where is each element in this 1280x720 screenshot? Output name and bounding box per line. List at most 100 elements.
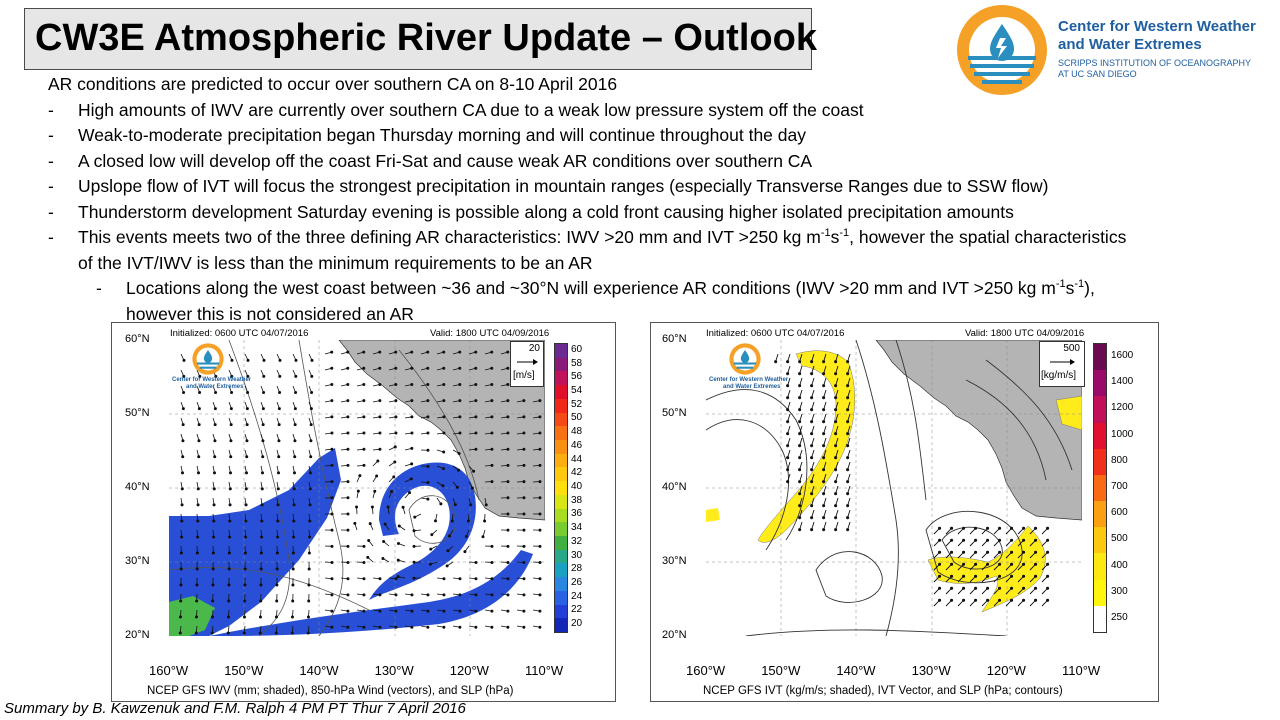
vector-head [442, 609, 446, 613]
vector-head [962, 562, 966, 566]
vector-head [1034, 598, 1038, 602]
vector-head [428, 562, 432, 566]
vector-head [522, 512, 526, 516]
vector-head [330, 415, 334, 419]
vector-head [1046, 586, 1050, 590]
lat-label: 20°N [662, 629, 687, 641]
vector-head [538, 609, 542, 613]
vector-head [396, 558, 400, 562]
colorbar-label: 34 [571, 522, 583, 534]
vector-head [1022, 574, 1026, 578]
vector-head [197, 423, 201, 427]
vector-head [522, 544, 526, 548]
colorbar-swatch [555, 494, 567, 510]
vector-head [472, 469, 476, 473]
colorbar-label: 48 [571, 426, 583, 438]
colorbar-label: 36 [571, 508, 583, 520]
vector-head [307, 551, 311, 555]
vector-head [259, 583, 263, 587]
vector-head [834, 396, 838, 400]
vector-head [228, 535, 232, 539]
colorbar-label: 1200 [1111, 402, 1134, 414]
colorbar-swatch [1094, 553, 1106, 581]
vector-head [798, 432, 802, 436]
vector-head [378, 399, 382, 403]
vector-head [410, 431, 414, 435]
vector-head [457, 451, 461, 455]
vector-head [366, 555, 370, 559]
vector-head [974, 562, 978, 566]
vector-head [962, 598, 966, 602]
vector-head [474, 366, 478, 370]
vector-head [362, 625, 366, 629]
vector-head [834, 384, 838, 388]
vector-head [458, 625, 462, 629]
vector-head [450, 519, 454, 523]
vector-head [246, 358, 250, 362]
vector-head [822, 456, 826, 460]
vector-head [290, 631, 294, 635]
colorbar-swatch [555, 536, 567, 551]
vector-head [362, 399, 366, 403]
vector-head [506, 366, 510, 370]
vector-head [538, 593, 542, 597]
vector-head [834, 432, 838, 436]
vector-head [1010, 574, 1014, 578]
colorbar-label: 500 [1111, 533, 1128, 545]
vector-head [306, 615, 310, 619]
vector-head [246, 374, 250, 378]
vector-head [426, 350, 430, 354]
intro-line: AR conditions are predicted to occur ove… [48, 74, 618, 94]
vector-head [346, 431, 350, 435]
lat-label: 20°N [125, 629, 150, 641]
vector-head [938, 562, 942, 566]
vector-head [445, 564, 449, 568]
vector-head [330, 399, 334, 403]
vector-head [378, 609, 382, 613]
vector-head [474, 431, 478, 435]
vector-head [309, 455, 313, 459]
vector-head [182, 374, 186, 378]
vector-head [822, 492, 826, 496]
vector-head [346, 577, 350, 581]
vector-head [834, 480, 838, 484]
slide-title: CW3E Atmospheric River Update – Outlook [35, 17, 817, 59]
vector-head [243, 551, 247, 555]
ivt-land-north-america [875, 340, 1082, 521]
vector-head [394, 366, 398, 370]
vector-head [198, 391, 202, 395]
vector-head [181, 423, 185, 427]
vector-head [194, 631, 198, 635]
vector-head [308, 503, 312, 507]
vector-head [457, 468, 461, 472]
colorbar-label: 30 [571, 549, 583, 561]
vector-head [378, 366, 382, 370]
vector-head [522, 625, 526, 629]
vector-head [180, 519, 184, 523]
iwv-initialized-text: Initialized: 0600 UTC 04/07/2016 [170, 328, 309, 339]
lon-label: 140°W [836, 663, 876, 678]
vector-head [786, 456, 790, 460]
vector-head [490, 350, 494, 354]
vector-head [346, 399, 350, 403]
ivt-mini-logo-name: Center for Western Weather and Water Ext… [709, 377, 789, 390]
vector-head [986, 526, 990, 530]
colorbar-label: 44 [571, 453, 583, 465]
vector-head [506, 561, 510, 565]
bullet-item: - Thunderstorm development Saturday eveni… [48, 201, 1014, 222]
vector-head [810, 396, 814, 400]
vector-head [441, 484, 445, 488]
vector-head [1046, 574, 1050, 578]
vector-head [244, 471, 248, 475]
vector-head [490, 593, 494, 597]
vector-head [261, 455, 265, 459]
vector-head [378, 350, 382, 354]
vector-head [834, 492, 838, 496]
colorbar-label: 40 [571, 481, 583, 492]
vector-head [362, 350, 366, 354]
vector-head [506, 382, 510, 386]
vector-head [181, 439, 185, 443]
vector-head [786, 480, 790, 484]
vector-head [292, 519, 296, 523]
lat-label: 40°N [662, 481, 687, 493]
